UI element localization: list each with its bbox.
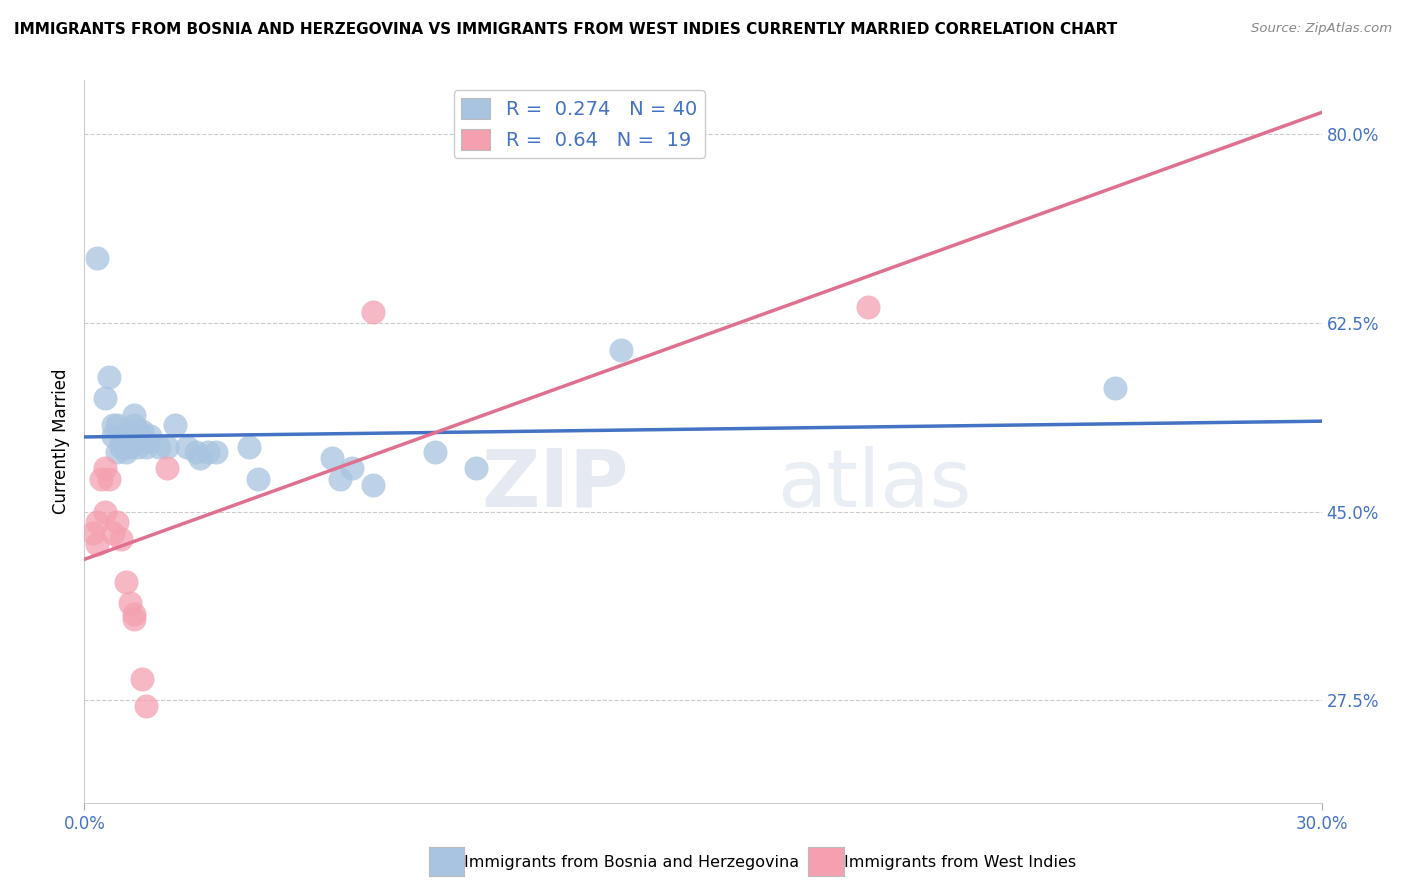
Point [114, 574, 136, 589]
Point [246, 472, 269, 486]
Point [110, 440, 132, 454]
Point [86, 251, 108, 265]
Point [122, 408, 145, 422]
Point [122, 607, 145, 621]
Point [118, 596, 141, 610]
Point [156, 440, 179, 454]
Point [361, 477, 384, 491]
Point [86, 516, 108, 530]
Point [423, 445, 446, 459]
Point [197, 445, 219, 459]
Point [94, 505, 117, 519]
Point [238, 440, 260, 454]
Point [856, 300, 879, 314]
Point [103, 418, 125, 433]
Point [165, 418, 187, 433]
Point [342, 461, 364, 475]
Point [148, 440, 170, 454]
Point [98, 472, 121, 486]
Point [118, 429, 141, 443]
Point [103, 526, 125, 541]
Point [135, 434, 157, 449]
Point [329, 472, 352, 486]
Point [131, 672, 153, 686]
Point [110, 434, 132, 449]
Point [90, 472, 112, 486]
Point [122, 612, 145, 626]
Point [82, 526, 104, 541]
Text: atlas: atlas [778, 446, 972, 524]
Point [131, 424, 153, 438]
Point [321, 450, 343, 465]
Point [1104, 381, 1126, 395]
Point [114, 445, 136, 459]
Point [176, 440, 198, 454]
Point [114, 440, 136, 454]
Point [135, 440, 157, 454]
Legend: R =  0.274   N = 40, R =  0.64   N =  19: R = 0.274 N = 40, R = 0.64 N = 19 [454, 90, 704, 158]
Text: Immigrants from West Indies: Immigrants from West Indies [844, 855, 1076, 870]
Point [127, 424, 149, 438]
Text: Immigrants from Bosnia and Herzegovina: Immigrants from Bosnia and Herzegovina [464, 855, 799, 870]
Point [205, 445, 228, 459]
Text: Source: ZipAtlas.com: Source: ZipAtlas.com [1251, 22, 1392, 36]
Point [135, 698, 157, 713]
Point [465, 461, 488, 475]
Point [98, 369, 121, 384]
Text: ZIP: ZIP [481, 446, 628, 524]
Point [110, 532, 132, 546]
Point [127, 440, 149, 454]
Point [184, 445, 207, 459]
Point [139, 429, 162, 443]
Point [361, 305, 384, 319]
Point [114, 429, 136, 443]
Point [86, 537, 108, 551]
Text: IMMIGRANTS FROM BOSNIA AND HERZEGOVINA VS IMMIGRANTS FROM WEST INDIES CURRENTLY : IMMIGRANTS FROM BOSNIA AND HERZEGOVINA V… [14, 22, 1118, 37]
Point [609, 343, 631, 357]
Y-axis label: Currently Married: Currently Married [52, 368, 70, 515]
Point [118, 440, 141, 454]
Point [105, 445, 128, 459]
Point [122, 418, 145, 433]
Point [105, 516, 128, 530]
Point [105, 418, 128, 433]
Point [188, 450, 211, 465]
Point [103, 429, 125, 443]
Point [94, 392, 117, 406]
Point [94, 461, 117, 475]
Point [156, 461, 179, 475]
